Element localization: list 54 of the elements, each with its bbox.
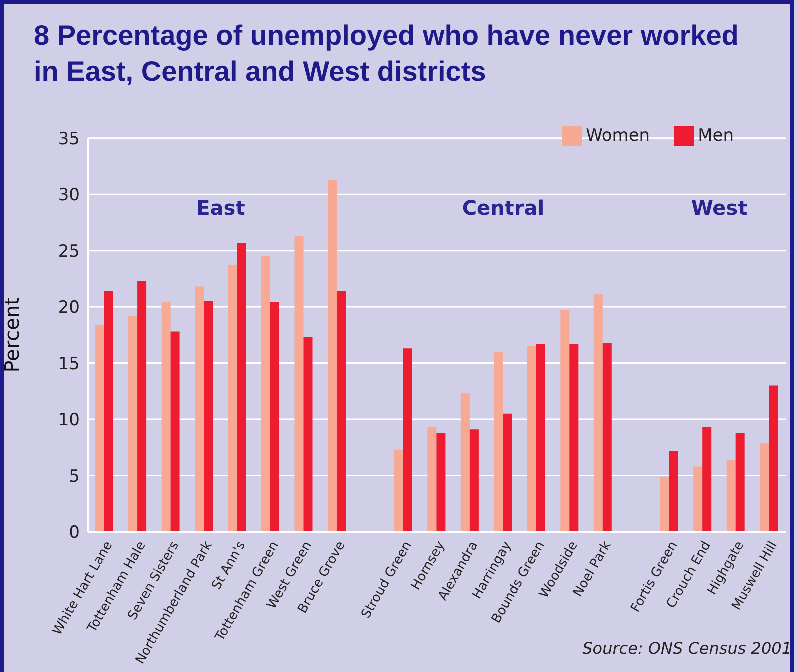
legend-label: Women (586, 126, 650, 146)
y-tick-label: 10 (58, 410, 80, 431)
bar (170, 332, 180, 532)
annotation: West (690, 196, 749, 220)
y-tick-label: 35 (58, 129, 80, 150)
y-axis-title: Percent (0, 297, 24, 373)
annotation: Central (461, 196, 546, 220)
bar (602, 343, 612, 532)
bar (460, 394, 470, 532)
y-tick-label: 5 (69, 466, 80, 487)
bar (560, 310, 570, 532)
bar (769, 386, 778, 532)
bar (336, 291, 346, 532)
bar (494, 352, 504, 532)
bar (328, 180, 337, 532)
bar (104, 291, 114, 532)
bar (262, 256, 271, 532)
y-tick-label: 20 (58, 298, 80, 318)
bar (702, 427, 712, 532)
bar (270, 302, 280, 532)
bar (436, 433, 446, 532)
chart-title: 8 Percentage of unemployed who have never worked in East, Central and West districts (34, 19, 740, 89)
bar (95, 325, 104, 532)
bar (660, 476, 670, 532)
bar (694, 466, 703, 532)
bar (594, 294, 603, 532)
bar (228, 265, 238, 532)
bar (162, 302, 171, 532)
bar (294, 236, 304, 532)
bar (736, 433, 745, 532)
annotation: East (196, 196, 246, 220)
bar (138, 281, 147, 532)
bar (394, 450, 404, 532)
bar (428, 427, 437, 532)
legend-label: Men (698, 126, 734, 146)
source-note: Source: ONS Census 2001 (582, 639, 792, 658)
bar (128, 316, 138, 532)
bar (403, 348, 412, 532)
bar (195, 286, 204, 532)
bar (304, 337, 313, 532)
bar (669, 451, 678, 532)
y-tick-label: 0 (69, 523, 80, 544)
bar (760, 443, 770, 532)
bar (503, 414, 512, 532)
bar (237, 242, 246, 532)
bar (726, 460, 736, 532)
y-tick-label: 15 (58, 354, 80, 374)
bar (204, 301, 214, 532)
bar (527, 346, 536, 532)
bar (536, 344, 546, 532)
bar (570, 344, 579, 532)
y-tick-label: 30 (58, 186, 80, 206)
bar (470, 430, 479, 532)
y-tick-label: 25 (58, 242, 80, 262)
